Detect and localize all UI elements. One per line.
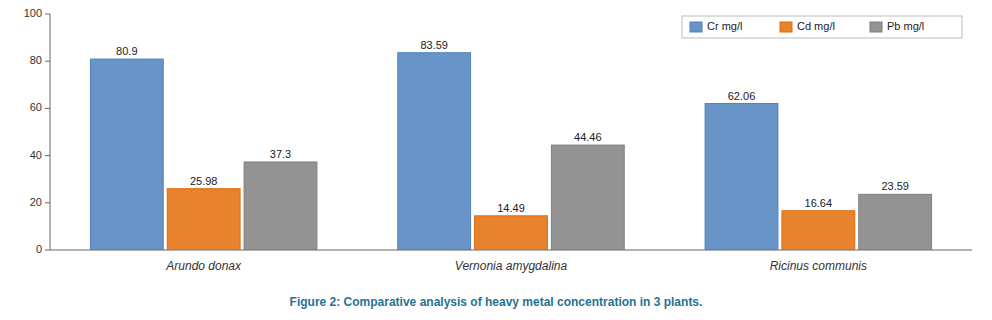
- legend-label: Cr mg/l: [707, 20, 742, 32]
- bar: [475, 216, 548, 250]
- y-axis: [50, 14, 51, 250]
- data-label: 80.9: [116, 45, 137, 57]
- y-tick-label: 40: [30, 149, 42, 161]
- legend-swatch: [690, 22, 702, 32]
- legend: Cr mg/l Cd mg/l Pb mg/l: [682, 16, 962, 38]
- y-tick-label: 60: [30, 101, 42, 113]
- legend-label: Pb mg/l: [887, 20, 924, 32]
- data-label: 37.3: [270, 148, 291, 160]
- bars: [90, 53, 931, 250]
- y-tick: [45, 61, 50, 62]
- data-label: 23.59: [881, 180, 909, 192]
- bar: [90, 59, 163, 250]
- legend-label: Cd mg/l: [797, 20, 835, 32]
- legend-swatch: [870, 22, 882, 32]
- y-tick: [45, 155, 50, 156]
- title: Figure 2: Comparative analysis of heavy …: [290, 295, 703, 309]
- data-label: 25.98: [190, 175, 218, 187]
- y-tick-label: 100: [24, 7, 42, 19]
- chart: 0 20 40 60 80 100 80.9 83.59 62.06 25.98 14.49 16.6…: [0, 0, 992, 320]
- bar: [244, 162, 317, 250]
- data-label: 16.64: [805, 197, 833, 209]
- bar: [859, 194, 932, 250]
- bar: [167, 189, 240, 250]
- bar: [782, 211, 855, 250]
- x-tick-label: Arundo donax: [165, 259, 242, 273]
- chart-container: 0 20 40 60 80 100 80.9 83.59 62.06 25.98 14.49 16.6…: [0, 0, 992, 320]
- bar: [551, 145, 624, 250]
- y-tick: [45, 14, 50, 15]
- x-tick-label: Vernonia amygdalina: [455, 259, 568, 273]
- x-tick-label: Ricinus communis: [770, 259, 867, 273]
- legend-swatch: [780, 22, 792, 32]
- y-tick: [45, 202, 50, 203]
- data-label: 14.49: [497, 202, 525, 214]
- y-tick: [45, 250, 50, 251]
- data-label: 44.46: [574, 131, 602, 143]
- bar: [705, 104, 778, 250]
- bar: [398, 53, 471, 250]
- y-tick: [45, 108, 50, 109]
- y-tick-label: 20: [30, 196, 42, 208]
- legend-box: [682, 16, 962, 38]
- data-label: 83.59: [420, 39, 448, 51]
- data-labels: 80.9 83.59 62.06 25.98 14.49 16.64 37.3 44.46 23…: [116, 39, 909, 214]
- y-tick-label: 0: [36, 243, 42, 255]
- data-label: 62.06: [728, 90, 756, 102]
- y-tick-label: 80: [30, 54, 42, 66]
